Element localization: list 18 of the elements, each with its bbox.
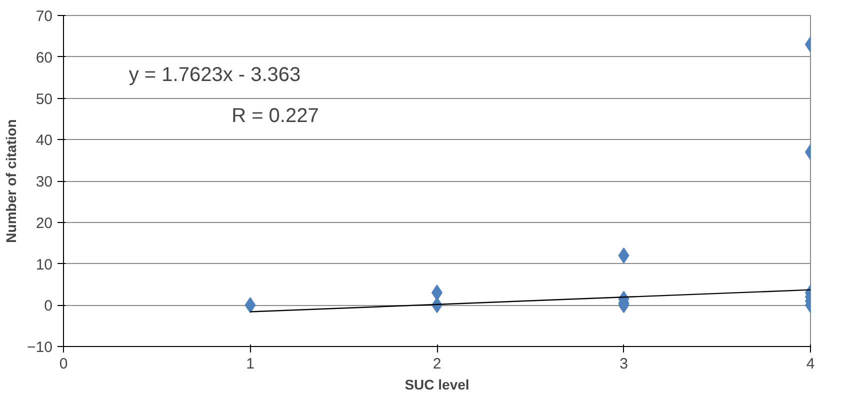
x-tick-label: 1 bbox=[246, 356, 254, 372]
y-tick-label: −10 bbox=[27, 339, 53, 356]
x-tick-label: 4 bbox=[806, 356, 815, 372]
y-tick-label: 70 bbox=[36, 8, 53, 25]
y-tick-label: 0 bbox=[44, 298, 52, 315]
x-tick-label: 2 bbox=[432, 356, 442, 372]
y-tick-label: 10 bbox=[36, 256, 53, 274]
y-tick-label: 60 bbox=[36, 49, 53, 66]
y-tick-label: 50 bbox=[36, 90, 53, 108]
y-axis-title: Number of citation bbox=[3, 119, 20, 243]
y-tick-label: 30 bbox=[36, 174, 53, 190]
x-tick-label: 0 bbox=[59, 356, 68, 372]
y-tick-label: 40 bbox=[36, 132, 53, 150]
annotation: R = 0.227 bbox=[232, 105, 319, 128]
y-tick-label: 20 bbox=[36, 214, 53, 232]
x-tick-label: 3 bbox=[620, 356, 628, 372]
annotation: y = 1.7623x - 3.363 bbox=[128, 64, 301, 86]
x-axis-title: SUC level bbox=[404, 376, 470, 392]
